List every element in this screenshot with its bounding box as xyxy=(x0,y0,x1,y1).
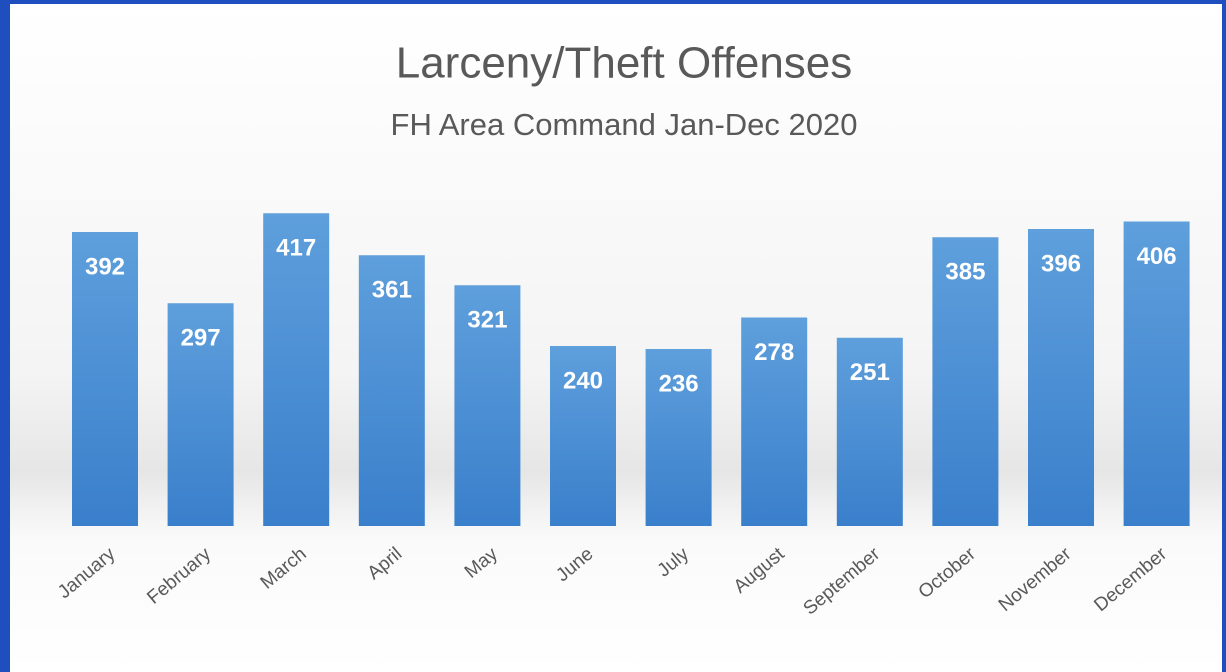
chart-subtitle: FH Area Command Jan-Dec 2020 xyxy=(391,107,858,142)
data-label: 297 xyxy=(181,325,221,352)
data-label: 396 xyxy=(1041,250,1081,277)
data-label: 385 xyxy=(945,259,985,286)
data-label: 361 xyxy=(372,277,412,304)
data-label: 236 xyxy=(659,370,699,397)
bar xyxy=(167,303,234,526)
bar xyxy=(645,349,712,526)
data-label: 406 xyxy=(1137,243,1177,270)
data-label: 240 xyxy=(563,367,603,394)
bar xyxy=(932,237,999,526)
bar xyxy=(358,255,425,526)
bar xyxy=(836,337,903,526)
bar xyxy=(550,346,616,526)
bar xyxy=(1123,221,1190,526)
data-label: 321 xyxy=(467,307,507,334)
bar xyxy=(72,232,138,526)
data-label: 417 xyxy=(276,235,316,262)
bar xyxy=(263,213,330,526)
data-label: 278 xyxy=(754,339,794,366)
bar xyxy=(1028,229,1094,526)
data-label: 251 xyxy=(850,359,890,386)
data-label: 392 xyxy=(85,253,125,280)
bar xyxy=(454,285,521,526)
bar xyxy=(741,317,808,526)
chart-title: Larceny/Theft Offenses xyxy=(396,39,853,88)
